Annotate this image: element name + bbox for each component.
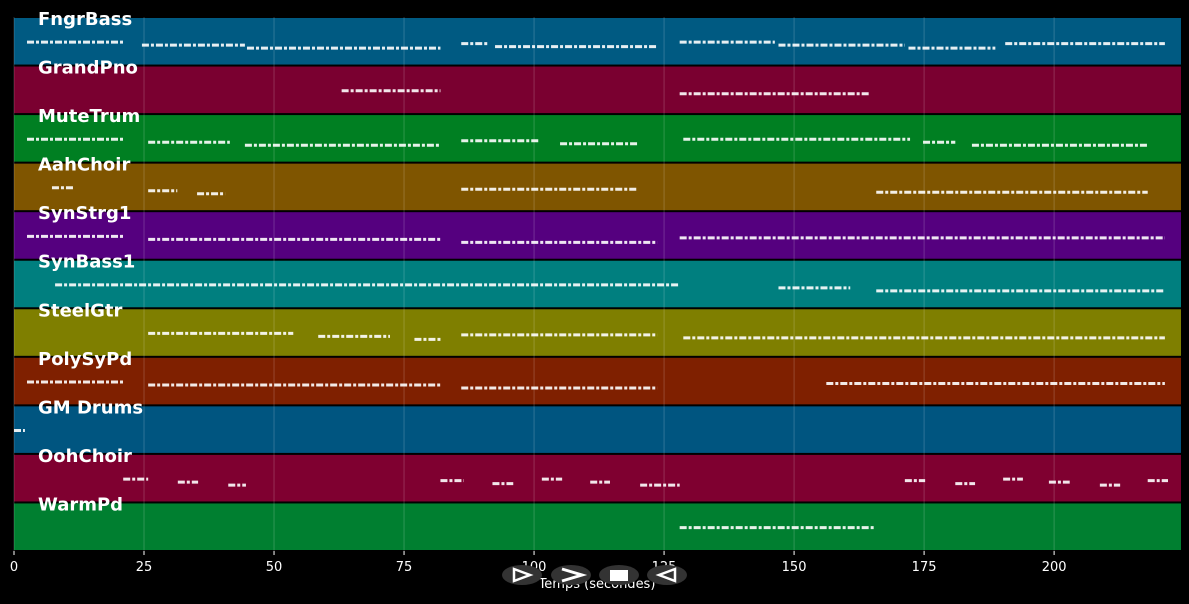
track-row	[14, 454, 1181, 502]
track-label: AahChoir	[38, 155, 130, 176]
track-label: SynBass1	[38, 252, 135, 273]
track-row	[14, 115, 1181, 162]
x-tick-label: 0	[10, 560, 18, 575]
track-label: WarmPd	[38, 494, 123, 515]
track-label: GM Drums	[38, 397, 143, 418]
x-tick-label: 175	[912, 560, 937, 575]
track-row	[14, 212, 1181, 259]
back-button[interactable]	[647, 565, 687, 585]
forward-button[interactable]	[551, 565, 591, 585]
track-label: OohChoir	[38, 446, 132, 467]
x-tick-label: 25	[136, 560, 153, 575]
track-label: SynStrg1	[38, 203, 131, 224]
x-tick-label: 200	[1042, 560, 1067, 575]
playback-controls	[502, 565, 687, 585]
track-label: MuteTrum	[38, 106, 140, 127]
track-row	[14, 66, 1181, 114]
track-row	[14, 406, 1181, 453]
play-button[interactable]	[502, 565, 542, 585]
x-tick-label: 75	[396, 560, 413, 575]
x-tick-label: 150	[782, 560, 807, 575]
track-label: SteelGtr	[38, 300, 123, 321]
track-row	[14, 309, 1181, 356]
stop-button[interactable]	[599, 565, 639, 585]
x-tick-label: 50	[266, 560, 283, 575]
track-row	[14, 18, 1181, 65]
track-row	[14, 357, 1181, 405]
track-row	[14, 163, 1181, 211]
track-label: FngrBass	[38, 9, 132, 30]
track-label: GrandPno	[38, 58, 138, 79]
track-row	[14, 503, 1181, 550]
track-label: PolySyPd	[38, 349, 132, 370]
